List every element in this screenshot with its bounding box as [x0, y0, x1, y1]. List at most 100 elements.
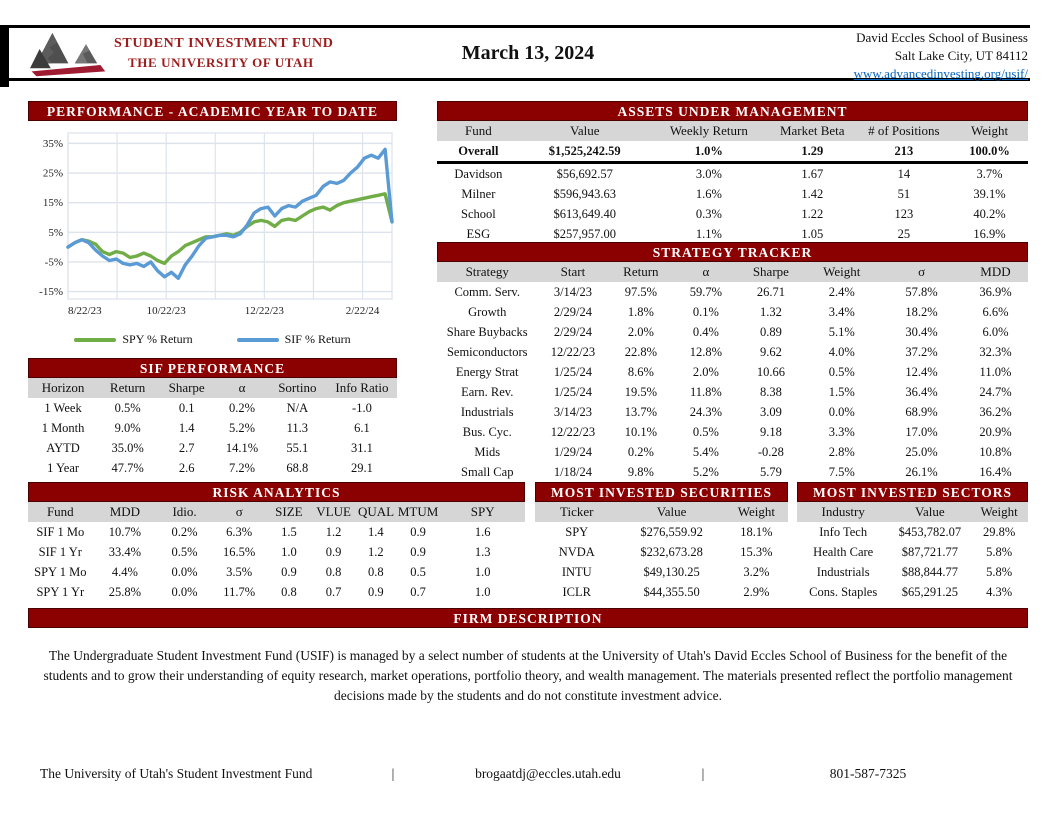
table-cell: Share Buybacks — [446, 324, 528, 339]
table-cell: 0.9 — [325, 544, 342, 559]
table-cell: 16.9% — [973, 226, 1006, 241]
table-cell: 0.8 — [325, 564, 342, 579]
table-header-row: Industry Value Weight — [797, 502, 1028, 522]
table-cell: 2.0% — [692, 364, 719, 379]
mountain-logo-svg — [30, 33, 106, 77]
table-cell: 25.0% — [905, 444, 938, 459]
table-cell: 0.5 — [410, 564, 426, 579]
firm-description-text: The Undergraduate Student Investment Fun… — [43, 648, 1013, 703]
table-cell: AYTD — [46, 440, 80, 455]
x-axis-tick-label: 10/22/23 — [147, 305, 187, 317]
table-cell: 18.2% — [905, 304, 938, 319]
legend-label-spy: SPY % Return — [122, 332, 193, 346]
table-cell: 1.8% — [627, 304, 654, 319]
table-cell: 59.7% — [689, 284, 723, 299]
table-cell: 1.4 — [178, 420, 195, 435]
brand-block: STUDENT INVESTMENT FUND THE UNIVERSITY O… — [114, 36, 333, 71]
table-cell: 213 — [856, 141, 952, 164]
table-cell: $56,692.57 — [556, 166, 613, 181]
table-cell: 2.4% — [828, 284, 855, 299]
brand-line1: STUDENT INVESTMENT FUND — [114, 36, 334, 51]
table-cell: 5.8% — [986, 544, 1013, 559]
column-header: Weekly Return — [649, 121, 768, 141]
table-cell: 2/29/24 — [553, 324, 593, 339]
table-cell: 123 — [894, 206, 914, 221]
column-header: σ — [880, 262, 963, 282]
table-header-row: Fund Value Weekly Return Market Beta # of Po… — [437, 121, 1028, 141]
table-row: Energy Strat 1/25/24 8.6% 2.0% 10.66 0.5% 12.4… — [437, 362, 1028, 382]
table-row: Earn. Rev. 1/25/24 19.5% 11.8% 8.38 1.5% 36.4%… — [437, 382, 1028, 402]
table-cell: $596,943.63 — [553, 186, 616, 201]
table-header-row: Horizon Return Sharpe α Sortino Info Ratio — [28, 378, 397, 398]
sectors-title-bar: MOST INVESTED SECTORS — [797, 482, 1028, 502]
table-cell: 1.2 — [368, 544, 384, 559]
sif-return-line — [66, 147, 394, 281]
column-header: Value — [519, 121, 650, 141]
table-cell: 1.6 — [474, 524, 491, 539]
table-cell: 0.5% — [171, 544, 198, 559]
column-header: Weight — [724, 502, 788, 522]
table-cell: 1 Month — [41, 420, 85, 435]
table-cell: 11.8% — [689, 384, 722, 399]
table-cell: 7.2% — [228, 460, 256, 475]
table-cell: 36.2% — [979, 404, 1012, 419]
column-header: Return — [608, 262, 674, 282]
brand-line2: THE UNIVERSITY OF UTAH — [128, 55, 314, 70]
table-row: Cons. Staples $65,291.25 4.3% — [797, 582, 1028, 602]
table-cell: 5.1% — [828, 324, 855, 339]
table-cell: 3.7% — [976, 166, 1003, 181]
table-cell: Earn. Rev. — [461, 384, 514, 399]
table-cell: Industrials — [816, 564, 870, 579]
table-cell: Overall — [437, 141, 520, 164]
table-cell: $613,649.40 — [553, 206, 616, 221]
table-cell: 12/22/23 — [550, 424, 596, 439]
column-header: α — [673, 262, 739, 282]
table-cell: 0.2% — [171, 524, 198, 539]
table-cell: 32.3% — [979, 344, 1012, 359]
strategy-tracker-title-bar: STRATEGY TRACKER — [437, 242, 1028, 262]
table-cell: 0.9 — [410, 544, 426, 559]
table-cell: 10.66 — [756, 364, 785, 379]
table-cell: $44,355.50 — [643, 584, 700, 599]
table-cell: 1.3 — [474, 544, 491, 559]
risk-analytics-title-bar: RISK ANALYTICS — [28, 482, 525, 502]
securities-table: Ticker Value Weight SPY $276,559.92 18.1% NVDA… — [535, 502, 788, 602]
table-cell: $1,525,242.59 — [519, 141, 650, 164]
y-axis-tick-label: 25% — [43, 168, 63, 180]
table-cell: 1.6% — [695, 186, 722, 201]
table-cell: 3/14/23 — [553, 284, 593, 299]
table-cell: Bus. Cyc. — [462, 424, 512, 439]
table-cell: 0.9 — [410, 524, 426, 539]
table-cell: 3.2% — [743, 564, 770, 579]
footer-phone: 801-587-7325 — [829, 766, 907, 781]
table-cell: 1.5% — [828, 384, 855, 399]
table-cell: 8.6% — [627, 364, 654, 379]
table-cell: 1.42 — [801, 186, 824, 201]
table-cell: 11.0% — [979, 364, 1012, 379]
table-cell: 0.8 — [368, 564, 384, 579]
column-header: Sharpe — [738, 262, 804, 282]
column-header: Weight — [951, 121, 1028, 141]
table-header-row: Strategy Start Return α Sharpe Weight σ MDD — [437, 262, 1028, 282]
table-row: Mids 1/29/24 0.2% 5.4% -0.28 2.8% 25.0% 10.8% — [437, 442, 1028, 462]
page-footer: The University of Utah's Student Investm… — [28, 766, 1028, 782]
table-cell: 2.7 — [178, 440, 195, 455]
table-cell: 17.0% — [905, 424, 938, 439]
table-row: SPY 1 Yr 25.8% 0.0% 11.7% 0.8 0.7 0.9 0.7 1.0 — [28, 582, 525, 602]
table-cell: 12.4% — [905, 364, 938, 379]
table-cell: 22.8% — [624, 344, 658, 359]
column-header: MDD — [92, 502, 158, 522]
table-cell: 6.6% — [982, 304, 1009, 319]
risk-analytics-section: RISK ANALYTICS Fund MDD Idio. σ SIZE VLUE QUAL… — [28, 482, 525, 602]
table-cell: 6.3% — [226, 524, 253, 539]
table-cell: 1/18/24 — [553, 464, 593, 479]
table-cell: SIF 1 Mo — [36, 524, 85, 539]
column-header: Fund — [437, 121, 520, 141]
table-cell: 1.0 — [474, 584, 491, 599]
table-cell: 36.4% — [905, 384, 938, 399]
x-axis-tick-label: 2/22/24 — [346, 305, 380, 317]
table-row: 1 Week 0.5% 0.1 0.2% N/A -1.0 — [28, 398, 397, 418]
website-link[interactable]: www.advancedinvesting.org/usif/ — [853, 66, 1028, 81]
table-cell: $49,130.25 — [643, 564, 700, 579]
